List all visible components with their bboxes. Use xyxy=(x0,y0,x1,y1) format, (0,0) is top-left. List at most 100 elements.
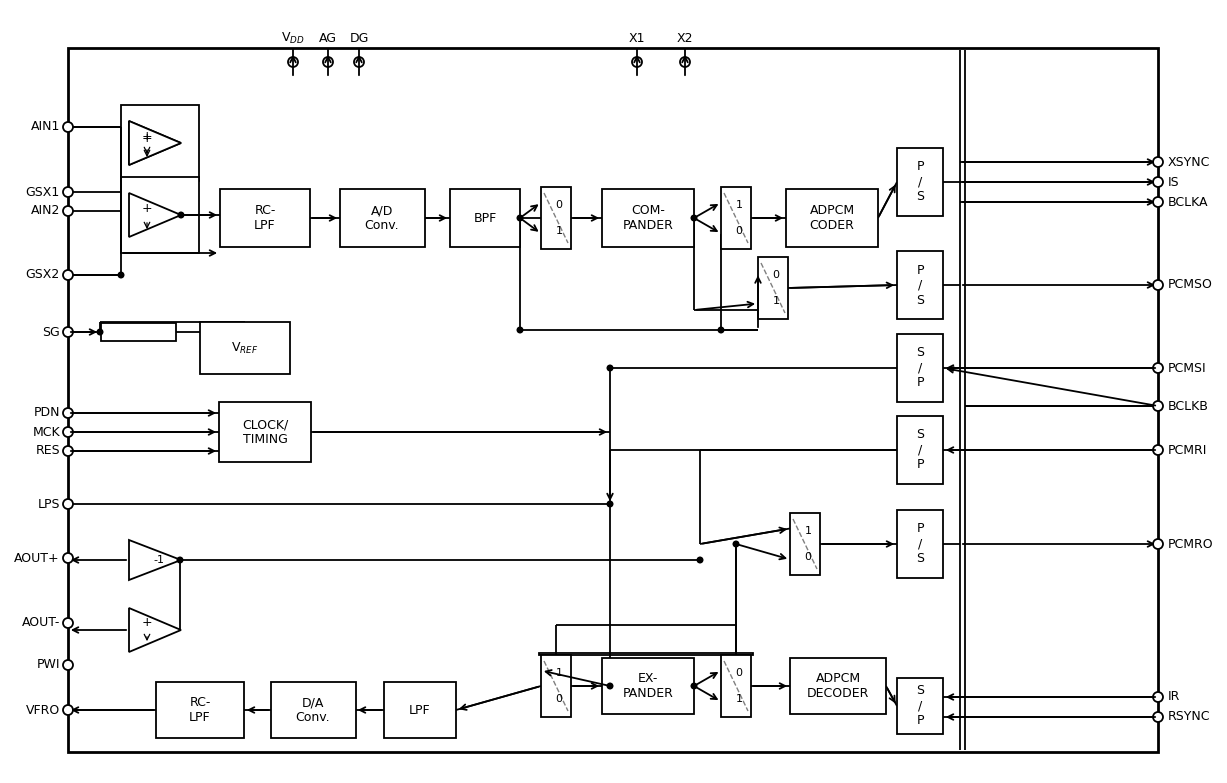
Circle shape xyxy=(517,215,524,222)
Circle shape xyxy=(63,427,72,437)
Circle shape xyxy=(63,499,72,509)
Circle shape xyxy=(63,408,72,418)
Polygon shape xyxy=(129,121,182,165)
Bar xyxy=(897,334,944,402)
Text: S
/
P: S / P xyxy=(917,684,924,727)
Bar xyxy=(602,189,694,247)
Polygon shape xyxy=(129,121,182,165)
Text: 0: 0 xyxy=(735,226,742,236)
Circle shape xyxy=(63,187,72,197)
Circle shape xyxy=(63,618,72,628)
Bar xyxy=(121,177,199,253)
Text: P
/
S: P / S xyxy=(917,161,924,204)
Circle shape xyxy=(718,327,724,334)
Circle shape xyxy=(1153,401,1163,411)
Circle shape xyxy=(177,557,184,564)
Circle shape xyxy=(1153,445,1163,455)
Circle shape xyxy=(63,327,72,337)
Text: 1: 1 xyxy=(773,297,779,306)
Polygon shape xyxy=(129,608,182,652)
Text: BCLKA: BCLKA xyxy=(1168,196,1209,208)
Bar xyxy=(450,189,520,247)
Text: D/A
Conv.: D/A Conv. xyxy=(296,696,330,724)
Bar xyxy=(897,416,944,484)
Circle shape xyxy=(691,215,697,222)
Text: AOUT+: AOUT+ xyxy=(15,551,60,565)
Circle shape xyxy=(63,660,72,670)
Bar xyxy=(897,148,944,216)
Circle shape xyxy=(63,270,72,280)
Circle shape xyxy=(1153,157,1163,167)
Circle shape xyxy=(63,446,72,456)
Text: 1: 1 xyxy=(556,226,562,236)
Text: ADPCM
DECODER: ADPCM DECODER xyxy=(807,672,869,700)
Text: RSYNC: RSYNC xyxy=(1168,710,1211,723)
Bar xyxy=(758,257,788,319)
Text: COM-
PANDER: COM- PANDER xyxy=(622,204,674,232)
Text: MCK: MCK xyxy=(32,425,60,438)
Circle shape xyxy=(97,329,103,335)
Text: PCMRO: PCMRO xyxy=(1168,537,1214,550)
Circle shape xyxy=(323,57,333,67)
Text: IS: IS xyxy=(1168,175,1179,189)
Bar xyxy=(220,189,310,247)
Bar xyxy=(602,658,694,714)
Text: ADPCM
CODER: ADPCM CODER xyxy=(810,204,854,232)
Text: PCMSO: PCMSO xyxy=(1168,279,1212,291)
Text: 0: 0 xyxy=(556,200,562,210)
Polygon shape xyxy=(129,193,182,237)
Text: PWI: PWI xyxy=(37,659,60,672)
Text: +: + xyxy=(141,132,152,145)
Text: GSX1: GSX1 xyxy=(26,186,60,199)
Text: 0: 0 xyxy=(735,667,742,677)
Circle shape xyxy=(63,705,72,715)
Circle shape xyxy=(733,540,740,547)
Text: GSX2: GSX2 xyxy=(26,269,60,282)
Text: BPF: BPF xyxy=(474,211,497,225)
Circle shape xyxy=(118,272,124,279)
Text: S
/
P: S / P xyxy=(917,428,924,471)
Text: 1: 1 xyxy=(556,667,562,677)
Text: 1: 1 xyxy=(735,200,742,210)
Bar xyxy=(101,323,175,341)
Circle shape xyxy=(178,211,184,218)
Circle shape xyxy=(632,57,642,67)
Text: S
/
P: S / P xyxy=(917,347,924,389)
Circle shape xyxy=(606,683,614,690)
Bar xyxy=(200,322,290,374)
Circle shape xyxy=(288,57,298,67)
Text: CLOCK/
TIMING: CLOCK/ TIMING xyxy=(242,418,288,446)
Text: V$_{REF}$: V$_{REF}$ xyxy=(231,341,259,355)
Circle shape xyxy=(1153,692,1163,702)
Text: AIN1: AIN1 xyxy=(31,121,60,133)
Bar xyxy=(539,653,753,655)
Bar xyxy=(897,510,944,578)
Text: 0: 0 xyxy=(805,553,811,562)
Bar xyxy=(218,402,310,462)
Text: AOUT-: AOUT- xyxy=(22,616,60,630)
Text: SG: SG xyxy=(42,326,60,338)
Text: AG: AG xyxy=(319,31,337,45)
Text: A/D
Conv.: A/D Conv. xyxy=(364,204,399,232)
Circle shape xyxy=(63,553,72,563)
Text: XSYNC: XSYNC xyxy=(1168,156,1210,168)
Bar xyxy=(897,678,944,734)
Text: +: + xyxy=(141,203,152,215)
Text: +: + xyxy=(141,131,152,143)
Text: PDN: PDN xyxy=(33,406,60,420)
Text: LPS: LPS xyxy=(38,497,60,511)
Text: LPF: LPF xyxy=(409,703,431,716)
Circle shape xyxy=(1153,712,1163,722)
Circle shape xyxy=(691,683,697,690)
Text: 1: 1 xyxy=(805,525,811,536)
Bar xyxy=(897,251,944,319)
Circle shape xyxy=(1153,539,1163,549)
Text: +: + xyxy=(141,616,152,630)
Bar xyxy=(790,658,886,714)
Circle shape xyxy=(606,365,614,371)
Circle shape xyxy=(63,122,72,132)
Circle shape xyxy=(355,57,364,67)
Text: P
/
S: P / S xyxy=(917,264,924,306)
Text: 0: 0 xyxy=(773,269,779,280)
Bar xyxy=(790,513,820,575)
